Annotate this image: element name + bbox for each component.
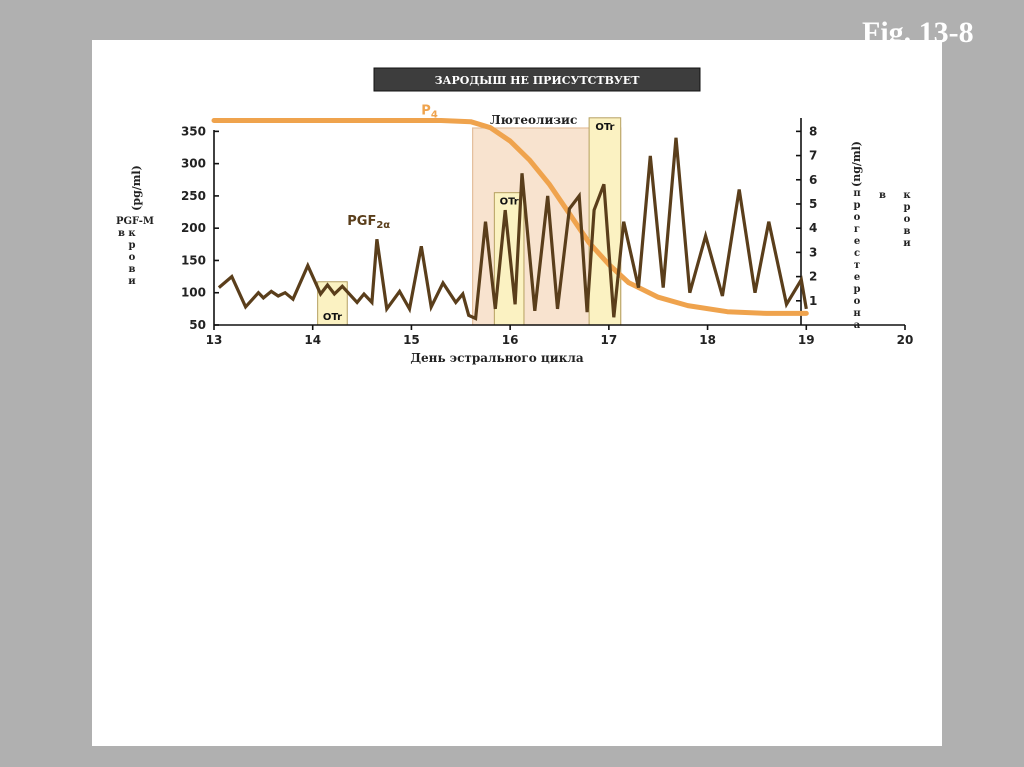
series-label-2: PGF2α (347, 214, 390, 231)
x-tick-label-19: 19 (798, 333, 815, 347)
x-tick-label-14: 14 (304, 333, 321, 347)
y-left-name-label: PGF-M (116, 216, 154, 227)
y-left-tick-label-200: 200 (181, 221, 206, 235)
x-tick-label-20: 20 (897, 333, 914, 347)
y-right-tail-v: в (879, 190, 886, 201)
y-left-tick-label-50: 50 (189, 318, 206, 332)
y-right-tick-label-3: 3 (809, 245, 817, 259)
y-right-tick-label-7: 7 (809, 149, 817, 163)
otr-label-1: OTr (323, 312, 342, 323)
x-tick-label-17: 17 (601, 333, 618, 347)
y-left-tail-v: в (118, 228, 125, 239)
x-tick-label-15: 15 (403, 333, 420, 347)
y-left-tick-label-300: 300 (181, 157, 206, 171)
y-left-tick-label-250: 250 (181, 189, 206, 203)
y-left-tick-label-350: 350 (181, 124, 206, 138)
y-right-tick-label-4: 4 (809, 221, 817, 235)
otr-label-3: OTr (595, 122, 614, 133)
x-tick-label-13: 13 (206, 333, 223, 347)
series-label-1: P4 (421, 103, 438, 120)
x-axis-label: День эстрального цикла (410, 351, 583, 365)
slide-panel: OTr OTr OTr 13 14 15 16 17 18 19 20 50 100 150 200 250… (92, 40, 942, 746)
y-left-units-label: (pg/ml) (130, 165, 143, 211)
luteolysis-label: Лютеолизис (490, 113, 577, 127)
y-left-tick-label-150: 150 (181, 253, 206, 267)
y-left-tick-label-100: 100 (181, 286, 206, 300)
x-tick-label-18: 18 (699, 333, 716, 347)
y-right-tick-label-2: 2 (809, 270, 817, 284)
y-right-tick-label-6: 6 (809, 173, 817, 187)
series-pgf2a-line (217, 137, 808, 321)
chart-title-box (373, 67, 701, 92)
otr-label-2: OTr (500, 197, 519, 208)
x-tick-label-16: 16 (502, 333, 519, 347)
series-p4-line (211, 118, 809, 316)
y-right-tick-label-5: 5 (809, 197, 817, 211)
y-right-units-label: (ng/ml) (850, 141, 863, 187)
y-right-tick-label-1: 1 (809, 294, 817, 308)
chart-title: ЗАРОДЫШ НЕ ПРИСУТСТВУЕТ (435, 74, 641, 87)
y-right-tick-label-8: 8 (809, 124, 817, 138)
